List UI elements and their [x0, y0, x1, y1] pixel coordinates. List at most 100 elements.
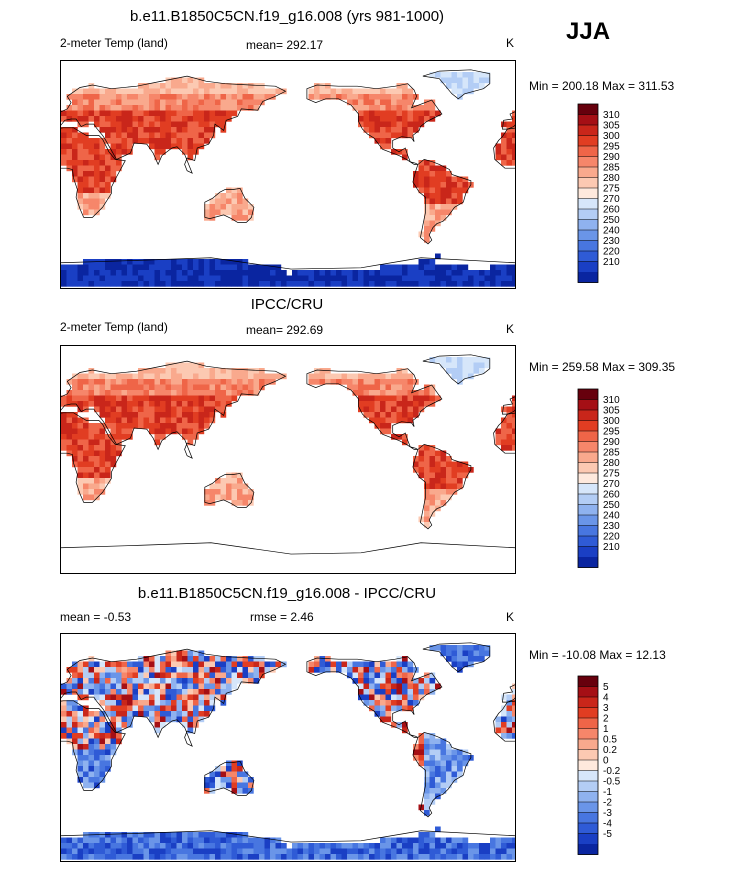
land-cell [446, 478, 452, 484]
land-cell [253, 275, 260, 282]
land-cell [446, 782, 452, 789]
land-cell [66, 848, 73, 855]
land-cell [116, 390, 122, 396]
land-cell [66, 395, 73, 402]
land-cell [429, 204, 436, 210]
land-cell [66, 390, 73, 396]
land-cell [94, 478, 100, 484]
land-cell [121, 149, 128, 155]
land-cell [407, 406, 414, 413]
land-cell [396, 264, 403, 271]
land-cell [99, 401, 106, 407]
land-cell [402, 434, 408, 440]
land-cell [385, 395, 392, 402]
land-cell [165, 259, 172, 265]
land-cell [512, 143, 515, 150]
land-cell [231, 854, 238, 860]
land-cell [385, 678, 392, 684]
land-cell [88, 854, 95, 860]
land-cell [462, 461, 469, 468]
land-cell [94, 683, 100, 690]
land-cell [72, 171, 78, 177]
land-cell [209, 771, 216, 778]
land-cell [231, 848, 238, 855]
land-cell [176, 362, 183, 369]
land-cell [402, 121, 408, 128]
land-cell [407, 105, 414, 111]
land-cell [83, 270, 89, 276]
panel-1-mean-label: mean= 292.17 [246, 38, 324, 52]
coastline [412, 444, 472, 530]
land-cell [402, 116, 408, 122]
land-cell [347, 373, 353, 380]
land-cell [226, 472, 232, 479]
land-cell [435, 760, 441, 767]
land-cell [127, 105, 133, 111]
land-cell [226, 483, 232, 490]
land-cell [165, 694, 172, 701]
land-cell [506, 694, 513, 701]
land-cell [424, 116, 430, 122]
land-cell [407, 417, 414, 424]
land-cell [396, 373, 403, 380]
land-cell [160, 843, 166, 849]
land-cell [77, 182, 84, 188]
land-cell [193, 83, 199, 89]
land-cell [374, 423, 381, 429]
land-cell [462, 357, 469, 363]
land-cell [242, 259, 249, 265]
land-cell [363, 390, 370, 396]
land-cell [226, 270, 232, 276]
land-cell [154, 848, 161, 855]
land-cell [226, 379, 232, 385]
panel-2-units: K [506, 322, 515, 336]
land-cell [429, 766, 436, 772]
land-cell [253, 83, 260, 89]
land-cell [231, 678, 238, 684]
land-cell [457, 483, 463, 490]
land-cell [352, 88, 359, 95]
land-cell [66, 132, 73, 139]
land-cell [303, 275, 309, 282]
land-cell [451, 204, 458, 210]
land-cell [61, 727, 67, 734]
land-cell [110, 716, 117, 723]
land-cell [61, 264, 67, 271]
land-cell [374, 672, 381, 679]
land-cell [187, 99, 194, 106]
land-cell [363, 94, 370, 100]
colorbar-tick-label: -2 [603, 798, 612, 809]
land-cell [484, 843, 491, 849]
land-cell [83, 143, 89, 150]
land-cell [105, 705, 111, 712]
land-cell [226, 832, 232, 838]
colorbar-swatch [578, 399, 598, 411]
land-cell [352, 678, 359, 684]
land-cell [270, 94, 276, 100]
land-cell [182, 110, 188, 117]
land-cell [512, 412, 515, 418]
land-cell [402, 439, 408, 446]
land-cell [248, 94, 254, 100]
colorbar-swatch [578, 230, 598, 241]
land-cell [424, 672, 430, 679]
colorbar-swatch [578, 135, 598, 147]
colorbar-swatch [578, 676, 598, 687]
land-cell [402, 149, 408, 155]
land-cell [440, 209, 447, 216]
land-cell [352, 672, 359, 679]
land-cell [231, 483, 238, 490]
land-cell [506, 700, 513, 706]
land-cell [435, 193, 441, 199]
land-cell [462, 472, 469, 479]
land-cell [242, 215, 249, 221]
land-cell [215, 689, 221, 695]
land-cell [501, 434, 507, 440]
land-cell [297, 281, 304, 287]
land-cell [77, 434, 84, 440]
land-cell [336, 843, 342, 849]
land-cell [270, 837, 276, 844]
land-cell [77, 143, 84, 150]
land-cell [88, 749, 95, 756]
land-cell [435, 749, 441, 756]
